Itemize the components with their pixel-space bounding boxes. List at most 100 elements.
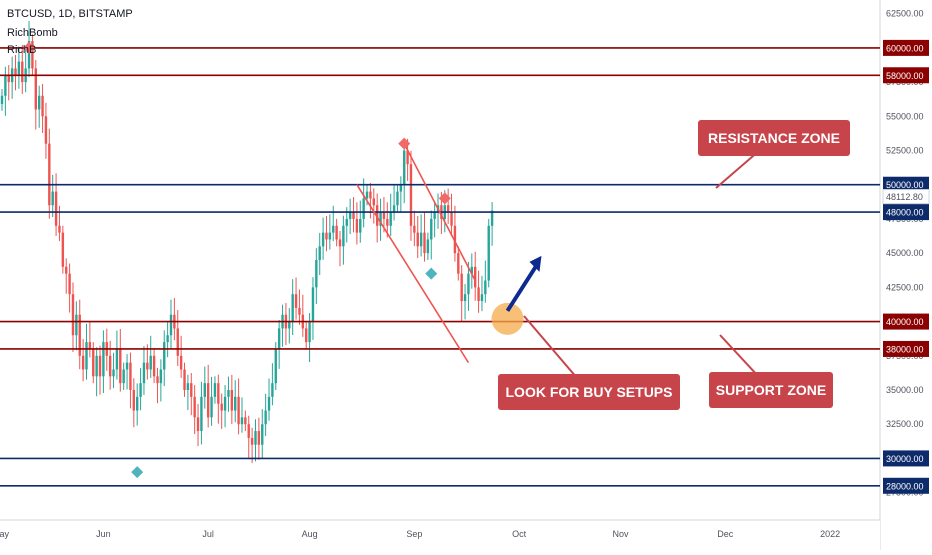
level-badge xyxy=(883,477,929,494)
candle-body xyxy=(37,95,41,110)
candle xyxy=(298,289,301,325)
candle xyxy=(453,205,457,262)
candle-body xyxy=(17,61,21,76)
candle-body xyxy=(129,362,132,390)
candle xyxy=(4,66,7,116)
candle-body xyxy=(166,335,169,343)
candle-body xyxy=(81,355,85,370)
candle xyxy=(102,330,105,394)
candle xyxy=(213,376,217,404)
candle xyxy=(234,380,237,423)
signal-marker-red[interactable] xyxy=(438,192,451,205)
candle xyxy=(247,415,250,458)
candle xyxy=(386,202,389,238)
time-axis[interactable] xyxy=(0,520,880,550)
price-tick-label: 42500.00 xyxy=(886,282,924,292)
candle xyxy=(450,193,453,236)
candle xyxy=(338,230,342,267)
candle xyxy=(51,174,54,218)
candle-body xyxy=(78,314,81,356)
candle xyxy=(328,214,332,250)
candle-body xyxy=(68,273,71,295)
candle-body xyxy=(237,396,240,425)
annotation-callout[interactable]: SUPPORT ZONE xyxy=(709,334,833,408)
candle xyxy=(163,330,166,387)
candle xyxy=(88,322,92,358)
candle-body xyxy=(27,41,31,69)
candle-body xyxy=(379,212,382,226)
candle-body xyxy=(75,314,78,336)
candle xyxy=(193,385,196,435)
candle-body xyxy=(85,342,88,370)
candle xyxy=(359,200,362,243)
candle-body xyxy=(7,75,10,83)
candle xyxy=(176,310,179,366)
signal-marker-teal[interactable] xyxy=(425,267,438,280)
candle-body xyxy=(254,431,257,445)
level-badge xyxy=(883,204,929,221)
candle xyxy=(277,319,281,369)
candle-body xyxy=(132,390,136,411)
price-tick-label: 45000.00 xyxy=(886,248,924,258)
candle xyxy=(24,50,27,93)
candle-body xyxy=(264,410,267,425)
indicator-label-1[interactable]: RichBomb xyxy=(7,27,58,39)
last-price-badge xyxy=(882,189,930,205)
candle-body xyxy=(186,383,190,390)
candle xyxy=(352,197,355,233)
candle xyxy=(348,198,352,234)
candle xyxy=(477,270,480,313)
candle-body xyxy=(250,437,254,445)
candle xyxy=(149,335,152,378)
time-tick-label: 2022 xyxy=(820,529,840,539)
candle xyxy=(186,374,190,410)
candle-body xyxy=(217,383,220,404)
signal-marker-red[interactable] xyxy=(398,137,411,150)
candle xyxy=(31,34,34,76)
candle xyxy=(267,378,271,421)
time-tick-label: Aug xyxy=(302,529,318,539)
candle-body xyxy=(369,191,372,199)
candle-body xyxy=(261,424,264,445)
signal-marker-teal[interactable] xyxy=(131,466,144,479)
candle-body xyxy=(423,232,426,254)
signal-marker-red[interactable] xyxy=(23,41,36,54)
candle xyxy=(200,381,203,445)
candle-body xyxy=(419,232,423,247)
candle xyxy=(142,345,146,395)
candle-body xyxy=(338,239,342,247)
channel-line-upper[interactable] xyxy=(403,143,476,281)
indicator-label-2[interactable]: RichB xyxy=(7,44,37,56)
candle xyxy=(68,263,71,313)
annotation-callout[interactable]: LOOK FOR BUY SETUPS xyxy=(498,315,680,410)
candle-body xyxy=(321,232,325,247)
candle xyxy=(220,393,223,429)
candle xyxy=(237,378,240,435)
candle-body xyxy=(392,205,396,213)
candle xyxy=(136,383,139,426)
candle xyxy=(396,184,399,213)
candle xyxy=(399,176,403,212)
callout-box xyxy=(498,374,680,410)
candle xyxy=(125,354,129,390)
candle xyxy=(271,363,274,406)
candle-body xyxy=(487,225,490,281)
candle xyxy=(95,347,98,397)
annotation-callout[interactable]: RESISTANCE ZONE xyxy=(698,120,850,189)
symbol-title[interactable]: BTCUSD, 1D, BITSTAMP xyxy=(7,8,133,20)
candle xyxy=(0,88,4,111)
candle xyxy=(169,299,173,349)
candle-body xyxy=(125,362,129,370)
price-tick-label: 52500.00 xyxy=(886,146,924,156)
candle xyxy=(480,275,484,312)
candle xyxy=(139,368,142,411)
candle xyxy=(284,302,288,346)
channel-line-lower[interactable] xyxy=(356,184,470,364)
candle xyxy=(108,340,112,390)
candle-body xyxy=(220,403,223,411)
candle-body xyxy=(288,321,291,329)
candle-body xyxy=(227,390,230,397)
candle xyxy=(179,335,183,378)
